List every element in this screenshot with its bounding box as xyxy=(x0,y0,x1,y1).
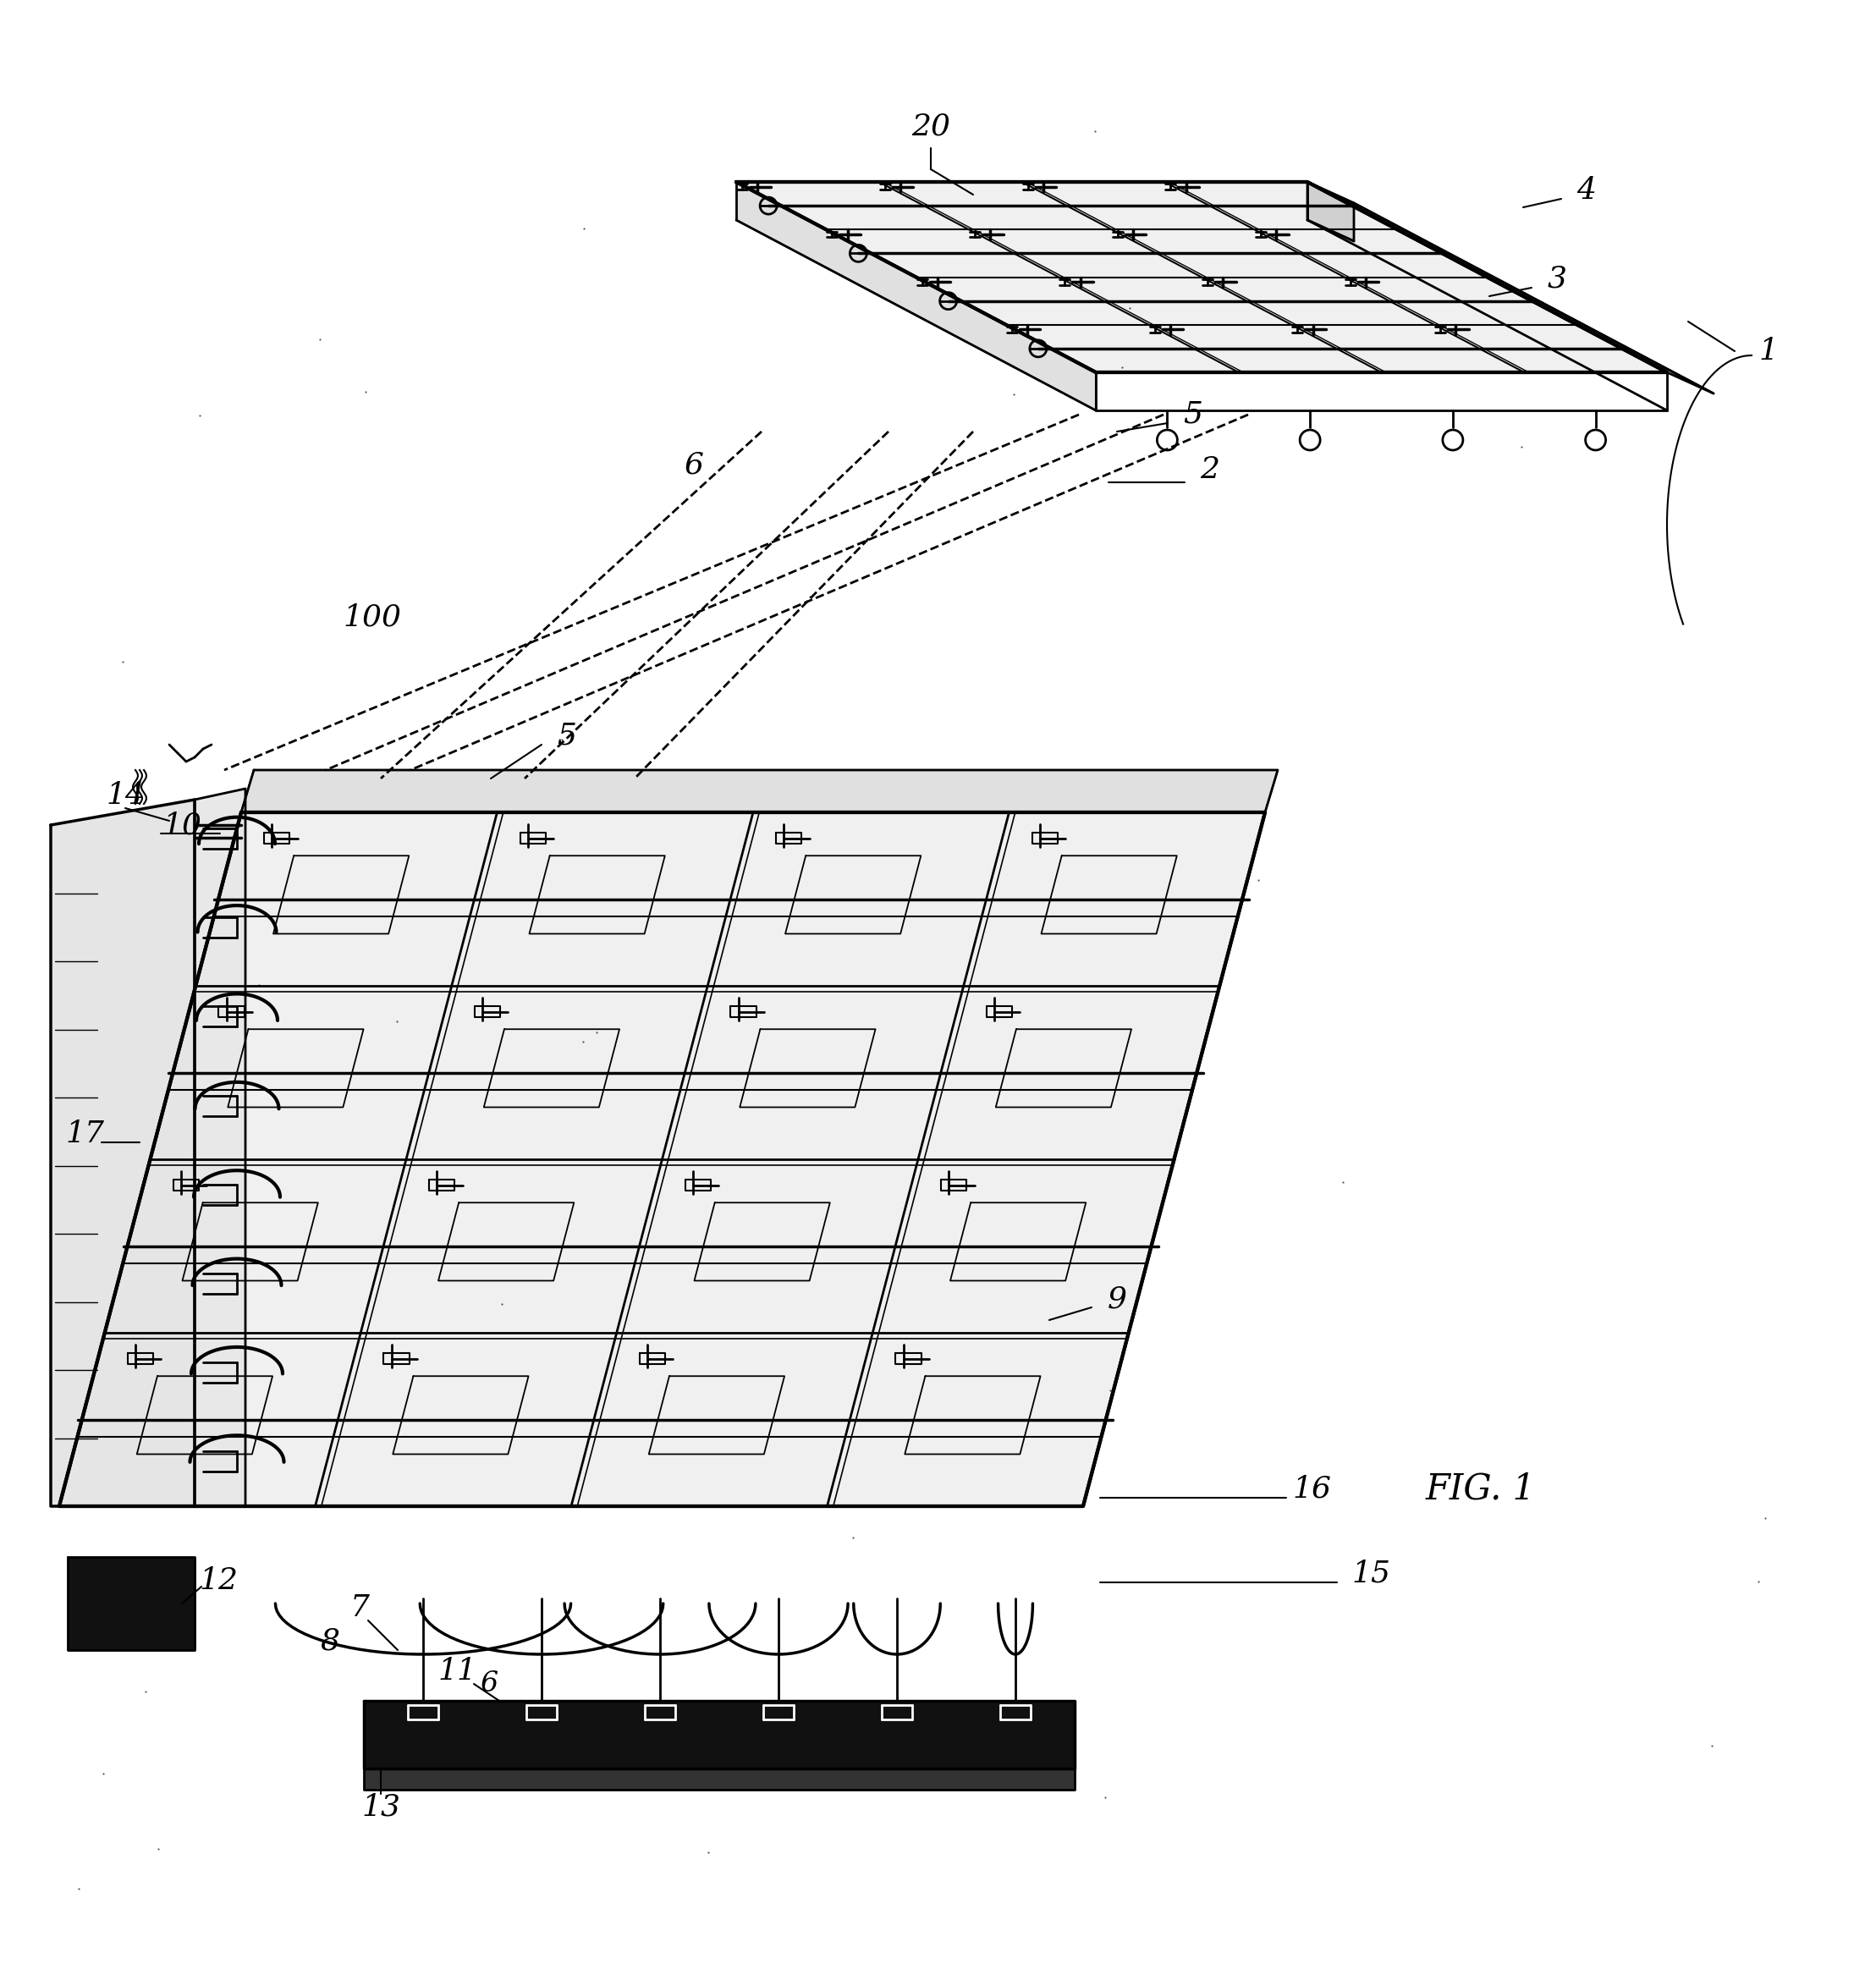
Text: 2: 2 xyxy=(1201,455,1219,485)
Text: 8: 8 xyxy=(321,1627,340,1656)
Text: 12: 12 xyxy=(199,1567,238,1595)
Text: 13: 13 xyxy=(362,1791,400,1821)
Polygon shape xyxy=(364,1768,1075,1789)
Text: 14: 14 xyxy=(105,780,144,810)
Polygon shape xyxy=(242,771,1278,812)
Text: 6: 6 xyxy=(685,451,704,481)
Text: 4: 4 xyxy=(1578,177,1596,205)
Text: 100: 100 xyxy=(343,604,401,632)
Polygon shape xyxy=(735,183,1668,371)
Text: 6: 6 xyxy=(480,1670,499,1698)
Polygon shape xyxy=(1308,183,1713,393)
Polygon shape xyxy=(735,183,1096,411)
Text: 5: 5 xyxy=(1184,401,1203,429)
Text: 17: 17 xyxy=(66,1120,103,1148)
Text: 5: 5 xyxy=(557,721,576,751)
Text: 20: 20 xyxy=(912,113,951,141)
Polygon shape xyxy=(68,1557,195,1650)
Text: 7: 7 xyxy=(351,1593,370,1623)
Polygon shape xyxy=(60,812,1264,1505)
Text: 11: 11 xyxy=(437,1656,477,1686)
Polygon shape xyxy=(364,1700,1075,1768)
Polygon shape xyxy=(195,788,246,1505)
Text: 15: 15 xyxy=(1351,1559,1390,1589)
Text: 1: 1 xyxy=(1760,338,1778,365)
Text: FIG. 1: FIG. 1 xyxy=(1426,1472,1536,1507)
Polygon shape xyxy=(1308,183,1354,240)
Text: 3: 3 xyxy=(1548,264,1566,294)
Text: 9: 9 xyxy=(1107,1285,1127,1313)
Polygon shape xyxy=(51,800,195,1505)
Text: 16: 16 xyxy=(1293,1476,1332,1503)
Text: 10: 10 xyxy=(163,810,201,840)
